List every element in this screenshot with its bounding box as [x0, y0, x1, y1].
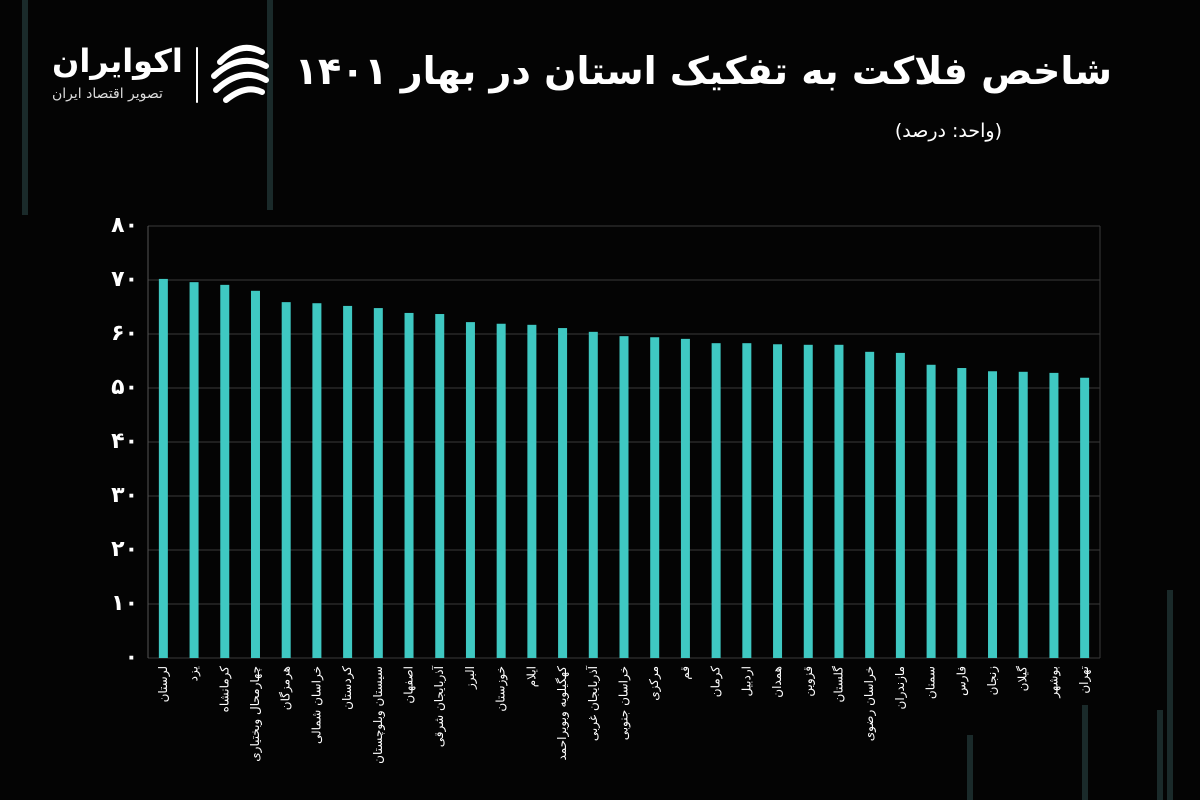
- y-tick-label: ۰: [125, 645, 138, 670]
- x-tick-label: مازندران: [893, 666, 908, 709]
- bar: [742, 343, 752, 658]
- bar: [926, 364, 936, 658]
- background-decor: [22, 0, 1173, 800]
- bar: [588, 331, 598, 658]
- x-tick-label: خوزستان: [494, 666, 509, 712]
- bar: [957, 368, 967, 658]
- bar: [988, 371, 998, 658]
- x-tick-label: مرکزی: [647, 666, 662, 701]
- x-tick-label: اصفهان: [402, 666, 416, 704]
- x-tick-label: بوشهر: [1046, 666, 1061, 699]
- x-tick-label: کرمان: [709, 666, 724, 698]
- bar: [895, 352, 905, 658]
- x-tick-label: لرستان: [156, 666, 171, 702]
- y-tick-label: ۶۰: [111, 321, 138, 346]
- x-tick-label: چهارمحال وبختیاری: [248, 666, 263, 762]
- x-tick-label: اردبیل: [739, 666, 754, 697]
- bar: [220, 284, 230, 658]
- y-tick-label: ۴۰: [111, 429, 138, 454]
- bar: [250, 290, 260, 658]
- bar: [680, 338, 690, 658]
- bar: [558, 328, 568, 658]
- bar: [312, 303, 322, 658]
- x-tick-label: زنجان: [985, 666, 1000, 696]
- bar: [1080, 377, 1090, 658]
- x-tick-label: گیلان: [1016, 666, 1030, 692]
- x-tick-label: آذربایجان شرقی: [431, 665, 447, 747]
- x-tick-label: هرمزگان: [279, 666, 294, 710]
- brand-name: اکوایران: [52, 42, 183, 80]
- chart-title: شاخص فلاکت به تفکیک استان در بهار ۱۴۰۱: [294, 49, 1112, 93]
- bar: [465, 322, 475, 658]
- x-tick-label: خراسان رضوی: [862, 666, 877, 741]
- bar: [527, 324, 537, 658]
- bar: [281, 302, 291, 658]
- bar: [189, 282, 199, 658]
- y-tick-label: ۵۰: [111, 375, 138, 400]
- x-tick-label: تهران: [1077, 666, 1092, 694]
- bar: [1018, 371, 1028, 658]
- x-tick-label: یزد: [187, 666, 202, 681]
- x-tick-label: فارس: [954, 666, 969, 696]
- bar: [650, 337, 660, 658]
- x-tick-label: کهگیلویه وبویراحمد: [555, 666, 570, 761]
- x-tick-label: کرمانشاه: [217, 666, 232, 713]
- y-tick-label: ۳۰: [111, 483, 138, 508]
- bar: [435, 314, 445, 658]
- bar: [865, 351, 875, 658]
- x-tick-label: همدان: [770, 666, 784, 698]
- x-tick-label: کردستان: [340, 666, 355, 710]
- bar: [404, 312, 414, 658]
- x-tick-label: خراسان جنوبی: [617, 666, 632, 740]
- brand-tagline: تصویر اقتصاد ایران: [52, 86, 163, 102]
- y-tick-label: ۲۰: [111, 537, 138, 562]
- x-tick-label: گلستان: [831, 666, 845, 703]
- x-tick-label: آذربایجان غربی: [585, 665, 601, 741]
- x-tick-label: سمنان: [924, 666, 938, 699]
- y-tick-label: ۸۰: [111, 213, 138, 238]
- x-tick-label: ایلام: [524, 666, 538, 687]
- chart-subtitle: (واحد: درصد): [894, 120, 1002, 142]
- logo-icon: [196, 44, 269, 103]
- bar: [343, 305, 353, 658]
- y-tick-label: ۷۰: [111, 267, 138, 292]
- x-tick-label: سیستان وبلوچستان: [371, 666, 386, 764]
- bar: [803, 344, 813, 658]
- y-tick-label: ۱۰: [111, 591, 138, 616]
- bar: [773, 344, 783, 658]
- x-tick-label: قم: [678, 666, 692, 680]
- x-tick-label: البرز: [463, 666, 478, 690]
- x-tick-label: قزوین: [801, 666, 816, 697]
- bar: [158, 278, 168, 658]
- bar: [496, 323, 506, 658]
- x-tick-label: خراسان شمالی: [309, 666, 324, 744]
- bar: [373, 308, 383, 658]
- bar: [711, 343, 721, 658]
- bar: [619, 336, 629, 658]
- bar: [1049, 372, 1059, 658]
- bar: [834, 344, 844, 658]
